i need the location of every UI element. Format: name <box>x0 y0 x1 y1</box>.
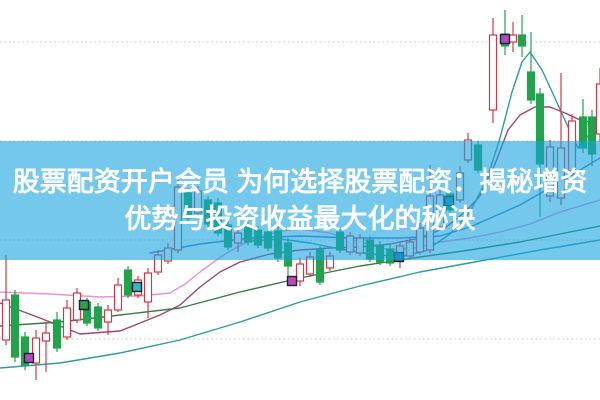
signal-marker <box>286 275 298 287</box>
candle-body <box>113 284 123 311</box>
candle-body <box>517 34 527 47</box>
signal-marker <box>78 299 90 311</box>
candle-body <box>93 306 103 329</box>
candle-body <box>595 83 600 135</box>
candle-body <box>123 269 133 296</box>
candle-body <box>103 309 113 323</box>
candle-body <box>488 34 498 111</box>
candle-body <box>62 307 72 338</box>
candle-body <box>20 336 30 366</box>
signal-marker <box>131 281 143 293</box>
candle-body <box>143 272 153 303</box>
signal-marker <box>23 352 35 364</box>
candle-body <box>10 294 20 358</box>
candle-body <box>31 337 41 364</box>
candle-body <box>295 263 305 282</box>
headline-banner-overlay <box>0 141 600 260</box>
candle-body <box>1 299 11 341</box>
signal-marker <box>499 33 511 45</box>
candle-body <box>52 319 62 349</box>
candle-body <box>508 34 518 43</box>
candle-body <box>526 71 536 101</box>
candle-body <box>41 332 51 342</box>
